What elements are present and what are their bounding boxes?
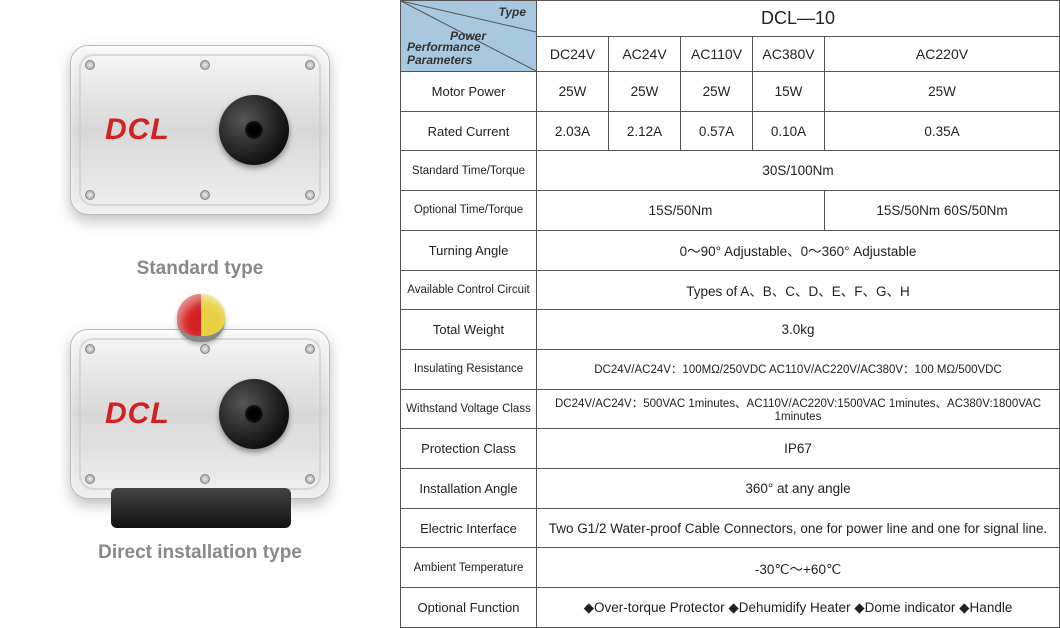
cell: Types of A、B、C、D、E、F、G、H — [537, 270, 1060, 310]
table-row: Rated Current 2.03A 2.12A 0.57A 0.10A 0.… — [401, 111, 1060, 151]
cell: 2.03A — [537, 111, 609, 151]
cell: 15W — [753, 72, 825, 112]
table-row: Turning Angle 0～90° Adjustable、0～360° Ad… — [401, 230, 1060, 270]
cell: 0.35A — [825, 111, 1060, 151]
param-motor-power: Motor Power — [401, 72, 537, 112]
cell: DC24V/AC24V：500VAC 1minutes、AC110V/AC220… — [537, 389, 1060, 429]
cell: 15S/50Nm 60S/50Nm — [825, 191, 1060, 231]
param-protection: Protection Class — [401, 429, 537, 469]
spec-table-panel: Type Power PerformanceParameters DCL—10 … — [400, 0, 1060, 628]
table-row: Optional Time/Torque 15S/50Nm 15S/50Nm 6… — [401, 191, 1060, 231]
cell: Two G1/2 Water-proof Cable Connectors, o… — [537, 508, 1060, 548]
brand-logo: DCL — [105, 113, 170, 147]
header-corner: Type Power PerformanceParameters — [401, 1, 537, 72]
param-control: Available Control Circuit — [401, 270, 537, 310]
cell: 0.10A — [753, 111, 825, 151]
table-row: Motor Power 25W 25W 25W 15W 25W — [401, 72, 1060, 112]
manual-knob — [219, 95, 289, 165]
caption-direct: Direct installation type — [98, 542, 302, 564]
param-opt-tt: Optional Time/Torque — [401, 191, 537, 231]
cell: 0.57A — [681, 111, 753, 151]
table-row: Optional Function ◆Over-torque Protector… — [401, 588, 1060, 628]
manual-knob — [219, 379, 289, 449]
table-row: Installation Angle 360° at any angle — [401, 469, 1060, 509]
spec-table: Type Power PerformanceParameters DCL—10 … — [400, 0, 1060, 628]
mounting-base — [111, 488, 291, 528]
table-row: Standard Time/Torque 30S/100Nm — [401, 151, 1060, 191]
power-col-ac110v: AC110V — [681, 36, 753, 72]
table-row: Withstand Voltage Class DC24V/AC24V：500V… — [401, 389, 1060, 429]
corner-perf-label: PerformanceParameters — [407, 41, 480, 67]
param-insul: Insulating Resistance — [401, 349, 537, 389]
cell: 25W — [537, 72, 609, 112]
param-weight: Total Weight — [401, 310, 537, 350]
table-row: Available Control Circuit Types of A、B、C… — [401, 270, 1060, 310]
cell: 30S/100Nm — [537, 151, 1060, 191]
dome-indicator-icon — [177, 294, 225, 342]
param-ambient: Ambient Temperature — [401, 548, 537, 588]
cell: 0～90° Adjustable、0～360° Adjustable — [537, 230, 1060, 270]
cell: 15S/50Nm — [537, 191, 825, 231]
cell: IP67 — [537, 429, 1060, 469]
param-rated-current: Rated Current — [401, 111, 537, 151]
table-row: Ambient Temperature -30℃～+60℃ — [401, 548, 1060, 588]
param-std-tt: Standard Time/Torque — [401, 151, 537, 191]
cell: 360° at any angle — [537, 469, 1060, 509]
cell: 25W — [681, 72, 753, 112]
power-col-ac220v: AC220V — [825, 36, 1060, 72]
param-install: Installation Angle — [401, 469, 537, 509]
direct-type-image: DCL — [50, 294, 350, 534]
product-images-panel: DCL Standard type DCL Direct installatio… — [0, 0, 400, 628]
param-turning: Turning Angle — [401, 230, 537, 270]
cell: -30℃～+60℃ — [537, 548, 1060, 588]
table-row: Insulating Resistance DC24V/AC24V：100MΩ/… — [401, 349, 1060, 389]
param-interface: Electric Interface — [401, 508, 537, 548]
power-col-ac24v: AC24V — [609, 36, 681, 72]
cell: DC24V/AC24V：100MΩ/250VDC AC110V/AC220V/A… — [537, 349, 1060, 389]
param-withstand: Withstand Voltage Class — [401, 389, 537, 429]
actuator-body-std: DCL — [70, 45, 330, 215]
cell: 25W — [825, 72, 1060, 112]
power-col-ac380v: AC380V — [753, 36, 825, 72]
model-header: DCL—10 — [537, 1, 1060, 37]
table-row: Total Weight 3.0kg — [401, 310, 1060, 350]
corner-type-label: Type — [498, 5, 526, 19]
actuator-body-direct: DCL — [70, 329, 330, 499]
cell: 25W — [609, 72, 681, 112]
table-row: Electric Interface Two G1/2 Water-proof … — [401, 508, 1060, 548]
table-row: Protection Class IP67 — [401, 429, 1060, 469]
standard-type-image: DCL — [50, 10, 350, 250]
param-optional: Optional Function — [401, 588, 537, 628]
brand-logo: DCL — [105, 397, 170, 431]
cell: 3.0kg — [537, 310, 1060, 350]
power-col-dc24v: DC24V — [537, 36, 609, 72]
caption-standard: Standard type — [137, 258, 264, 280]
cell: ◆Over-torque Protector ◆Dehumidify Heate… — [537, 588, 1060, 628]
cell: 2.12A — [609, 111, 681, 151]
